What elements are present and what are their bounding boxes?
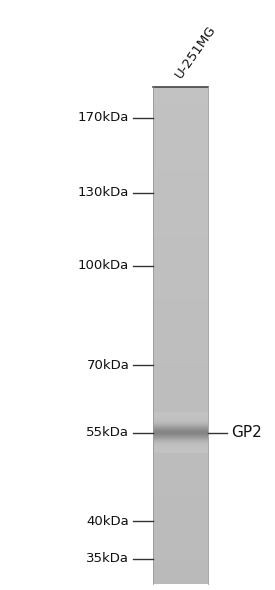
Text: 55kDa: 55kDa [86, 426, 129, 439]
Text: 130kDa: 130kDa [78, 186, 129, 199]
Text: U-251MG: U-251MG [172, 22, 218, 80]
Text: 70kDa: 70kDa [86, 359, 129, 372]
Text: 40kDa: 40kDa [87, 515, 129, 528]
Text: GP2: GP2 [231, 425, 262, 440]
Text: 35kDa: 35kDa [86, 552, 129, 565]
Text: 170kDa: 170kDa [78, 112, 129, 124]
Text: 100kDa: 100kDa [78, 259, 129, 272]
